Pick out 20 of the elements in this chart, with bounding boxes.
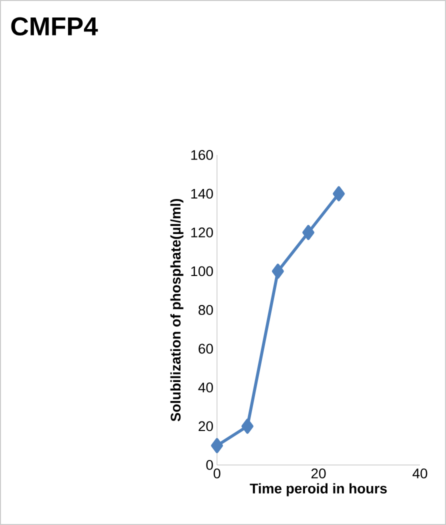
chart-title: CMFP4 (11, 17, 98, 36)
y-tick-label: 60 (198, 344, 213, 354)
point (241, 418, 254, 434)
y-tick-label: 20 (198, 421, 213, 432)
x-tick-label: 40 (412, 468, 428, 478)
y-tick-label: 80 (198, 305, 213, 315)
point (211, 438, 223, 454)
y-tick-label: 100 (191, 266, 213, 276)
point (302, 224, 314, 240)
x-axis-title: Time peroid in hours (250, 483, 387, 496)
x-tick-label: 0 (214, 468, 220, 478)
point (332, 186, 345, 202)
y-tick-label: 160 (191, 150, 213, 160)
y-tick-label: 140 (191, 188, 213, 199)
y-axis-title: Solubilization of phosphate(µl/ml) (170, 198, 184, 422)
y-tick-label: 120 (191, 228, 213, 238)
y-tick-label: 0 (206, 460, 213, 470)
x-tick-label: 20 (311, 468, 326, 478)
y-tick-label: 40 (198, 382, 213, 392)
point (272, 264, 284, 279)
